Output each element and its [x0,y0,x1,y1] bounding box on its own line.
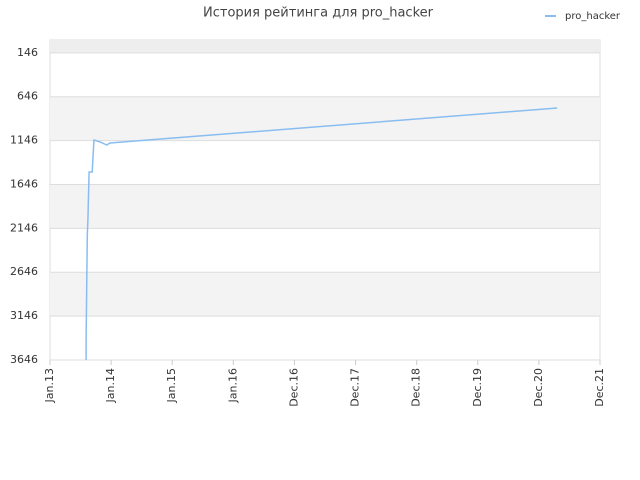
x-tick-label: Dec.17 [349,368,362,407]
y-tick-label: 646 [17,90,38,103]
y-tick-label: 2146 [10,221,38,234]
x-tick-label: Jan.16 [226,368,239,403]
series-line [85,107,558,360]
x-tick-label: Jan.14 [104,368,117,403]
y-tick-label: 3146 [10,309,38,322]
band [50,40,600,53]
x-tick-label: Dec.18 [410,368,423,407]
y-tick-label: 146 [17,46,38,59]
x-tick-label: Jan.13 [43,368,56,403]
chart-title: История рейтинга для pro_hacker [203,6,434,21]
x-tick-label: Dec.16 [287,368,300,407]
y-tick-label: 1646 [10,177,38,190]
x-tick-label: Dec.21 [593,368,606,407]
y-tick-label: 2646 [10,265,38,278]
band [50,96,600,141]
legend-label: pro_hacker [565,11,621,22]
x-tick-label: Jan.15 [165,368,178,403]
band [50,184,600,229]
x-tick-label: Dec.20 [532,368,545,407]
band [50,272,600,317]
y-tick-label: 3646 [10,353,38,366]
y-tick-label: 1146 [10,134,38,147]
x-tick-label: Dec.19 [471,368,484,407]
